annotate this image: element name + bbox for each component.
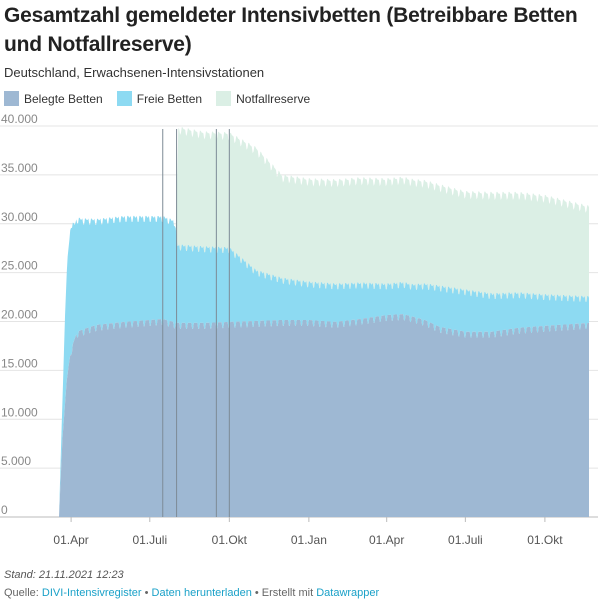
legend-swatch-notfallreserve: [216, 91, 232, 106]
event-line-layer: [162, 129, 230, 517]
y-tick-label: 30.000: [1, 210, 38, 224]
x-tick-label: 01.Okt: [212, 533, 248, 547]
footer-separator: •: [141, 587, 152, 599]
download-data-link[interactable]: Daten herunterladen: [151, 587, 252, 599]
area-notfallreserve: [59, 127, 589, 518]
source-label: Quelle:: [4, 587, 42, 599]
legend-item-belegte-betten: Belegte Betten: [4, 91, 103, 106]
y-tick-label: 40.000: [1, 112, 38, 126]
legend-label-notfallreserve: Notfallreserve: [236, 91, 311, 106]
y-tick-label: 35.000: [1, 161, 38, 175]
chart-title: Gesamtzahl gemeldeter Intensivbetten (Be…: [4, 4, 578, 56]
y-tick-label: 15.000: [1, 356, 38, 370]
x-tick-label: 01.Apr: [53, 533, 88, 547]
area-layer: [59, 127, 589, 518]
y-tick-label: 0: [1, 503, 8, 517]
chart-legend: Belegte Betten Freie Betten Notfallreser…: [4, 91, 324, 106]
x-tick-label: 01.Juli: [448, 533, 483, 547]
area-belegte-betten: [59, 314, 589, 517]
footer-stand: Stand: 21.11.2021 12:23: [4, 569, 124, 581]
y-tick-label: 5.000: [1, 454, 31, 468]
legend-swatch-freie-betten: [116, 91, 132, 106]
x-tick-label: 01.Okt: [527, 533, 563, 547]
legend-item-freie-betten: Freie Betten: [116, 91, 203, 106]
area-freie-betten: [59, 215, 589, 517]
y-tick-label: 20.000: [1, 308, 38, 322]
datawrapper-link[interactable]: Datawrapper: [316, 587, 380, 599]
footer-created-with: • Erstellt mit: [251, 587, 317, 599]
legend-label-freie-betten: Freie Betten: [136, 91, 203, 106]
x-tick-label: 01.Apr: [369, 533, 404, 547]
area-chart: 0 5.000 10.000 15.000 20.000 25.000 30.000 35.0…: [0, 112, 598, 547]
y-tick-label: 25.000: [1, 259, 38, 273]
legend-item-notfallreserve: Notfallreserve: [216, 91, 310, 106]
source-link[interactable]: DIVI-Intensivregister: [41, 587, 142, 599]
y-tick-label-layer: 0 5.000 10.000 15.000 20.000 25.000 30.000 35.0…: [1, 112, 38, 517]
x-tick-label: 01.Jan: [291, 533, 327, 547]
legend-label-belegte-betten: Belegte Betten: [24, 91, 103, 106]
legend-swatch-belegte-betten: [4, 91, 19, 106]
footer-source: Quelle: DIVI-Intensivregister • Daten he…: [4, 587, 379, 599]
x-tick-label: 01.Juli: [132, 533, 167, 547]
chart-subtitle: Deutschland, Erwachsenen-Intensivstation…: [4, 65, 265, 80]
y-tick-label: 10.000: [1, 405, 38, 419]
x-tick-label-layer: 01.Apr 01.Juli 01.Okt 01.Jan 01.Apr 01.Juli 01…: [53, 517, 563, 547]
